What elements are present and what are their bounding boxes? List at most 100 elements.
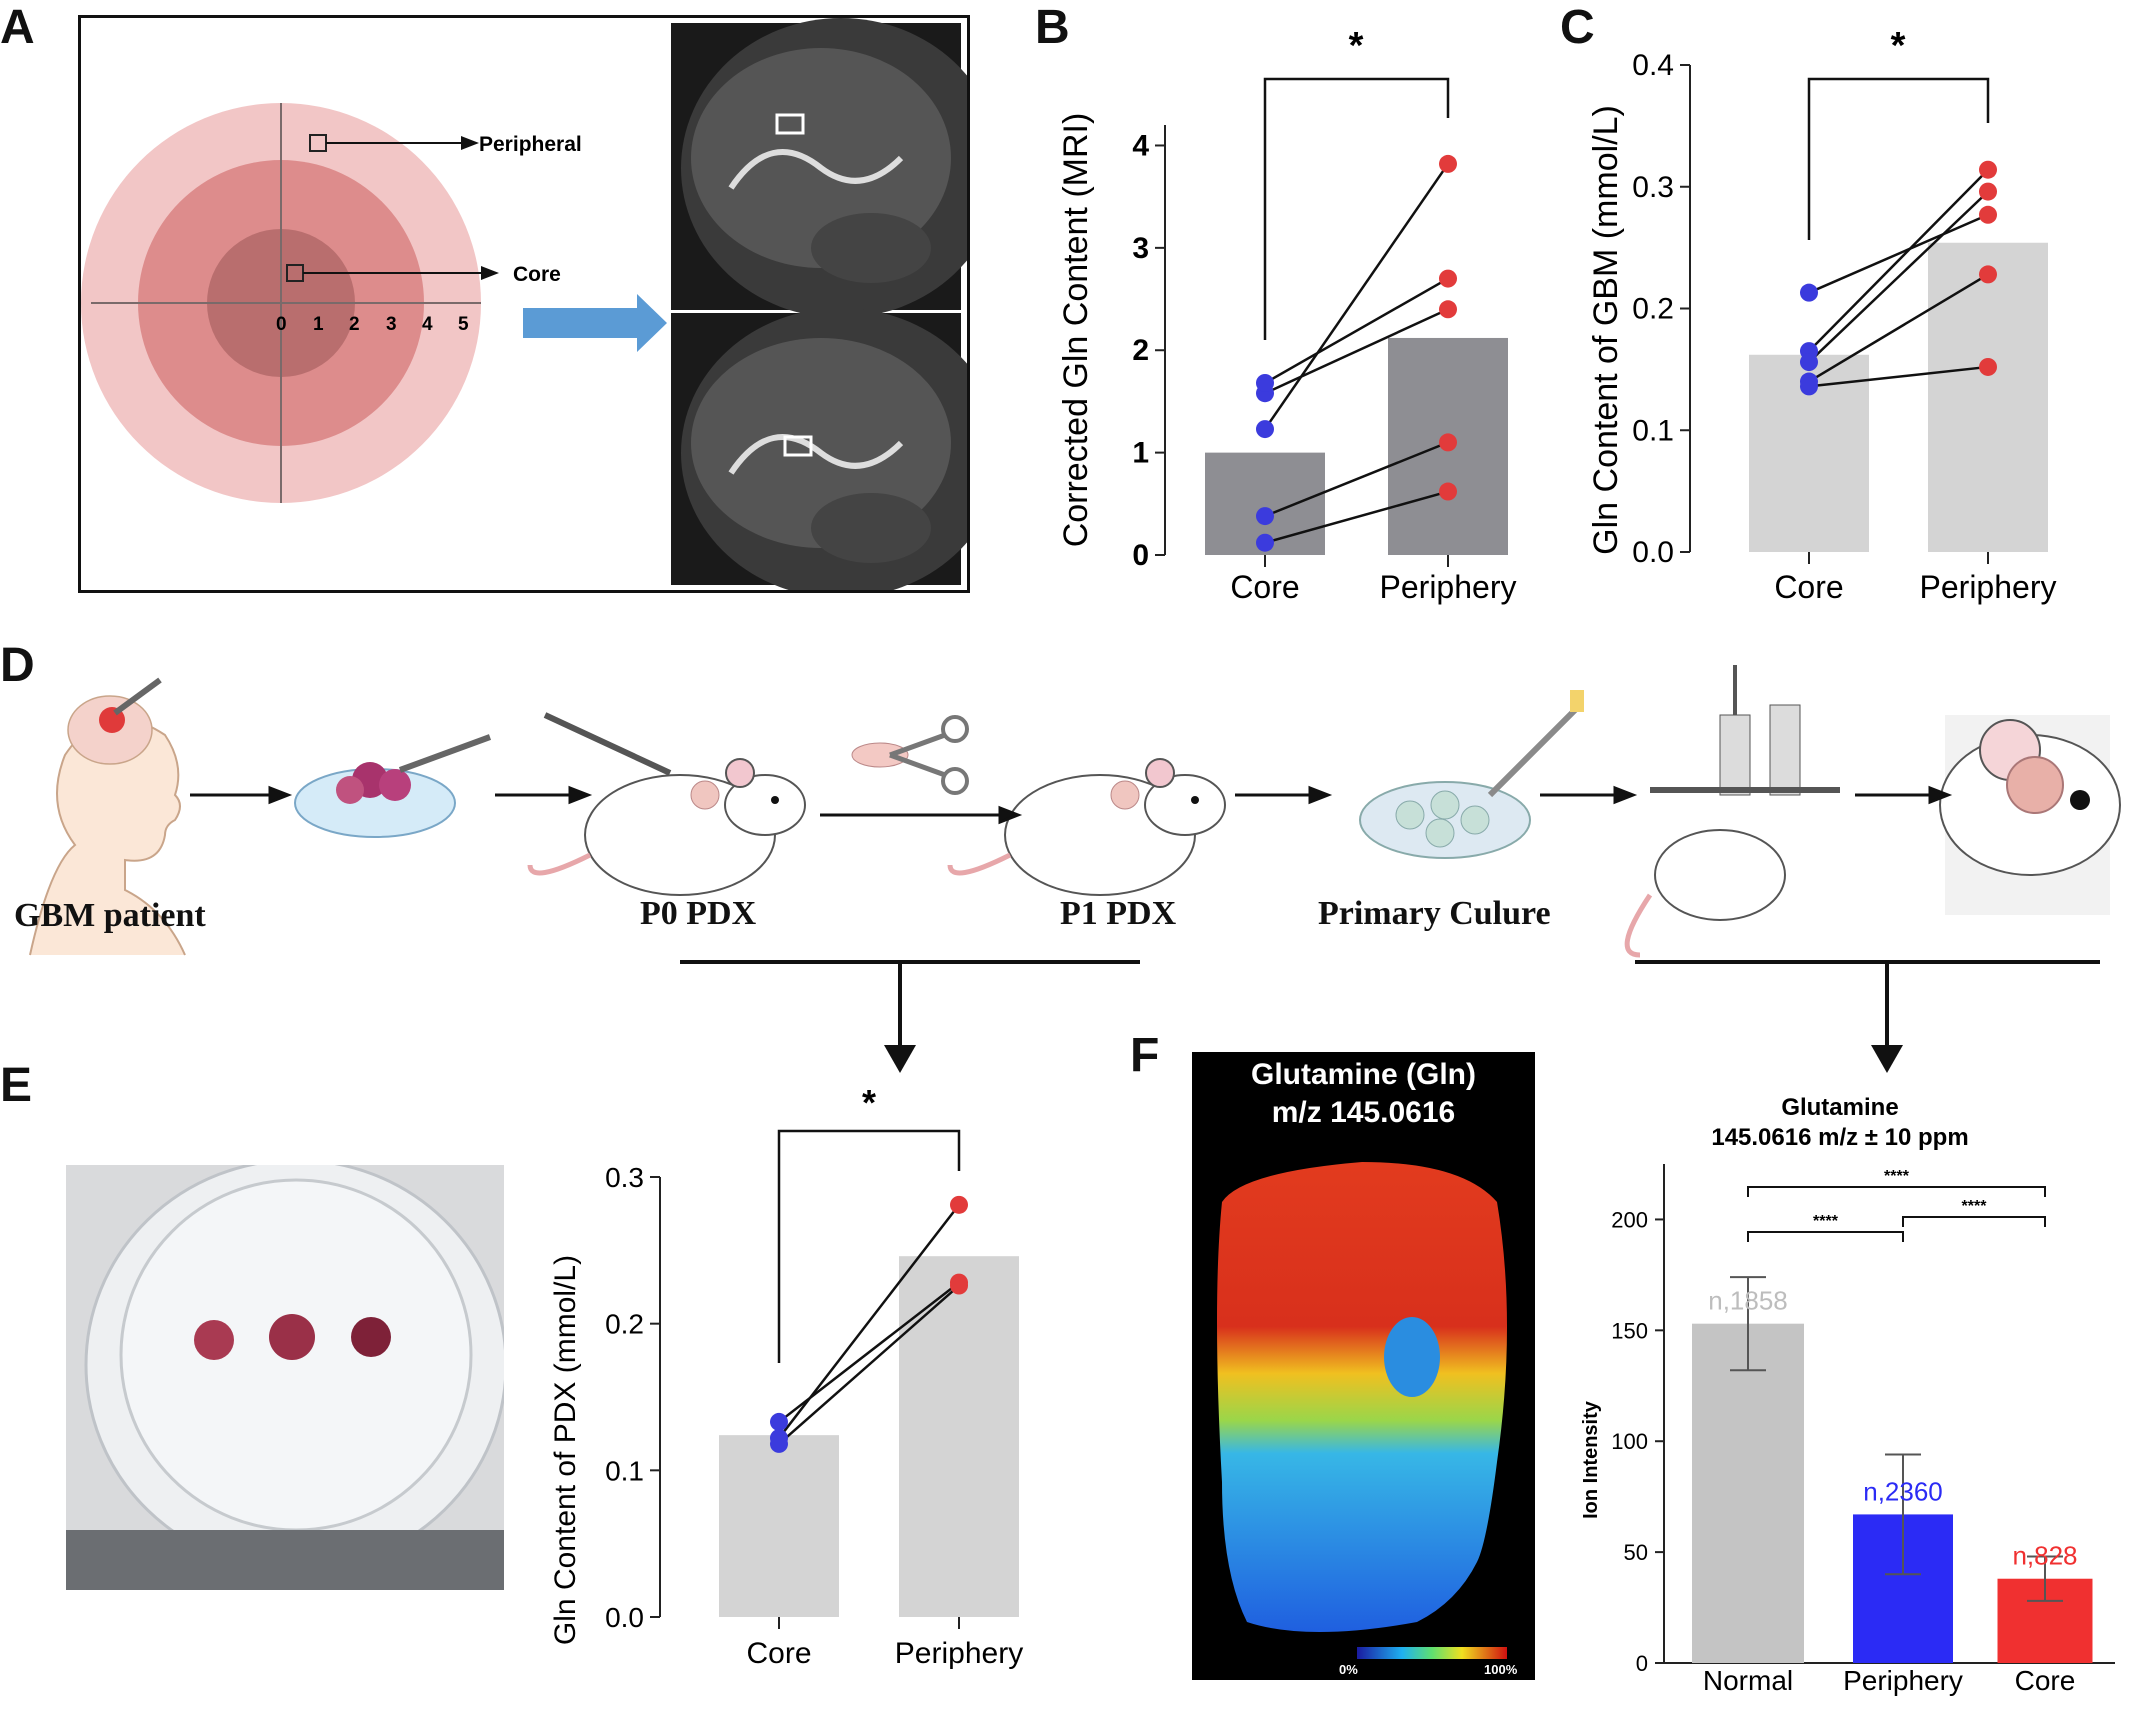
chart-f-xtick-2: Core [2015,1665,2076,1696]
chart-c-xtick-1: Periphery [1920,569,2057,605]
tumor-sample-1 [194,1320,234,1360]
chart-b-core-point [1256,420,1274,439]
mouse-head-tumor-illustration [1939,715,2121,915]
chart-f-n-label: n,828 [2012,1541,2077,1571]
chart-b-ytick-label: 1 [1132,437,1149,470]
chart-f-ytick-label: 200 [1611,1207,1648,1232]
chart-e-periphery-point [950,1195,968,1214]
patient-head-illustration [29,677,186,956]
chart-b-ytick-label: 3 [1132,232,1149,265]
chart-f-significance-label: **** [1962,1198,1988,1215]
chart-b-periphery-point [1439,433,1457,452]
chart-c-bar [1928,242,2048,552]
chart-e-core-point [770,1434,788,1453]
chart-b-xtick-1: Periphery [1380,569,1517,605]
colorbar-max-label: 100% [1484,1662,1518,1677]
chart-b-ylabel: Corrected Gln Content (MRI) [1057,113,1095,548]
colorbar-min-label: 0% [1339,1662,1358,1677]
chart-c-ytick-label: 0.4 [1632,49,1674,82]
chart-e-periphery-point [950,1276,968,1295]
mouse-p1-illustration [947,758,1226,896]
blue-arrow-icon [523,294,667,352]
chart-c-pair-line [1808,273,1989,383]
chart-e: Gln Content of PDX (mmol/L) 0.0 0.1 0.2 0.3… [549,1082,1023,1670]
chart-f-xtick-0: Normal [1703,1665,1793,1696]
tumor-sample-3 [351,1317,391,1357]
chart-b-pair-line [1264,308,1449,395]
chart-f-title-line2: 145.0616 m/z ± 10 ppm [1711,1124,1968,1151]
chart-b-pair-line [1263,163,1450,430]
chart-c-ytick-label: 0.3 [1632,171,1674,204]
chart-c-pair-line [1808,190,1989,363]
chart-b-significance-bracket [1263,77,1450,340]
chart-f-significance-bracket [1902,1216,2046,1227]
scale-tick-3: 3 [386,314,397,335]
chart-f-significance-bracket [1747,1231,1904,1242]
peripheral-arrow-head [461,136,479,150]
chart-e-plot: 0.0 0.1 0.2 0.3 [605,1129,1019,1633]
chart-f-ytick-label: 0 [1636,1651,1648,1676]
stage-label-p1-pdx: P1 PDX [1060,895,1177,932]
chart-e-pair-line [778,1284,960,1445]
stage-label-p0-pdx: P0 PDX [640,895,757,932]
chart-e-significance: * [862,1082,876,1123]
maldi-title-line1: Glutamine (Gln) [1251,1058,1476,1091]
scale-tick-4: 4 [422,314,433,335]
chart-e-bar [719,1435,839,1617]
chart-e-ytick-label: 0.3 [605,1162,644,1193]
chart-f-ytick-label: 50 [1624,1540,1648,1565]
maldi-gln-image: Glutamine (Gln) m/z 145.0616 0% 100% [1192,1052,1535,1680]
pdx-workflow-diagram [29,665,2121,958]
primary-culture-dish [1359,690,1584,859]
chart-f-bar [1692,1323,1804,1663]
chart-b-ytick-label: 2 [1132,334,1149,367]
chart-c-periphery-point [1979,160,1997,179]
tumor-sample-2 [269,1314,315,1360]
chart-f-title-line1: Glutamine [1781,1094,1898,1121]
tissue-heatmap [1217,1162,1507,1632]
chart-e-pair-line [778,1204,960,1439]
chart-f-n-label: n,1858 [1708,1286,1788,1316]
chart-f-ytick-label: 150 [1611,1318,1648,1343]
workflow-arrows [190,785,1953,825]
chart-b-pair-line [1264,490,1449,544]
panel-letter-b: B [1035,1,1070,54]
chart-b-xtick-0: Core [1230,569,1299,605]
chart-f-significance-label: **** [1884,1168,1910,1185]
mri-roi-top [775,113,805,135]
chart-e-xtick-1: Periphery [895,1637,1023,1670]
chart-c-significance: * [1891,30,1906,67]
stereotaxic-injection-illustration [1624,665,1840,958]
connector-arrows [680,960,2100,1073]
chart-b-ytick-label: 0 [1132,539,1149,572]
chart-c-pair-line [1808,213,1989,294]
scale-tick-5: 5 [458,314,469,335]
chart-b-plot: 0 1 2 3 4 [1132,77,1508,572]
chart-c-plot: 0.0 0.1 0.2 0.3 0.4 [1632,49,2048,569]
chart-e-ylabel: Gln Content of PDX (mmol/L) [549,1255,582,1645]
colorbar [1357,1647,1507,1659]
chart-f-plot: 0 50 100 150 200 n,1858 n,2360 n,828 **** **** ***… [1611,1164,2115,1676]
ruler [66,1530,504,1590]
chart-f-n-label: n,2360 [1863,1476,1943,1506]
chart-c-core-point [1800,283,1818,302]
chart-c-ytick-label: 0.1 [1632,414,1674,447]
maldi-title-line2: m/z 145.0616 [1271,1096,1456,1129]
chart-f: Glutamine 145.0616 m/z ± 10 ppm Ion Inte… [1580,1094,2115,1696]
panel-letter-d: D [0,639,35,692]
chart-b: Corrected Gln Content (MRI) 0 1 2 3 4 Core P… [1057,30,1517,605]
chart-c-pair-line [1808,168,1989,352]
scale-tick-2: 2 [349,314,360,335]
chart-e-significance-bracket [777,1129,961,1363]
core-arrow-head [481,266,499,280]
chart-e-bar [899,1256,1019,1617]
stage-label-primary-culture: Primary Culure [1318,895,1551,932]
chart-e-ytick-label: 0.1 [605,1455,644,1486]
chart-f-significance-label: **** [1813,1213,1839,1230]
panel-letter-f: F [1130,1029,1160,1082]
scale-tick-0: 0 [276,314,287,335]
maldi-title: Glutamine (Gln) m/z 145.0616 [1192,1056,1535,1132]
low-intensity-region [1384,1317,1440,1397]
panel-letter-a: A [0,1,35,54]
chart-f-significance-bracket [1747,1186,2046,1197]
